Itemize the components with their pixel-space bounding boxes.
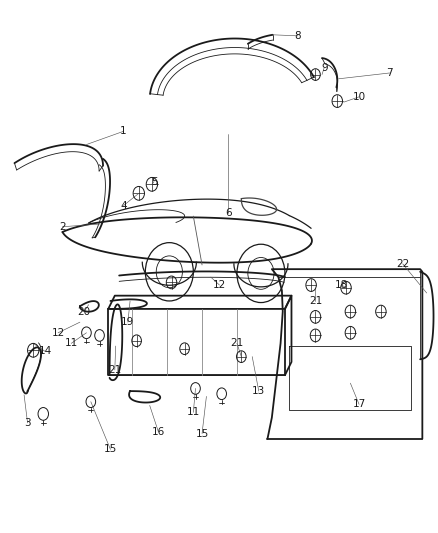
Text: 22: 22 — [395, 259, 408, 269]
Text: 1: 1 — [120, 126, 127, 136]
Text: 11: 11 — [186, 407, 199, 417]
Text: 21: 21 — [108, 365, 121, 375]
Text: 21: 21 — [230, 338, 243, 349]
Text: 10: 10 — [352, 92, 365, 102]
Text: 12: 12 — [51, 328, 64, 338]
Text: 8: 8 — [294, 31, 300, 41]
Text: 15: 15 — [195, 429, 208, 439]
Text: 21: 21 — [308, 296, 321, 306]
Text: 20: 20 — [78, 306, 91, 317]
Text: 13: 13 — [251, 386, 265, 396]
Text: 16: 16 — [152, 427, 165, 437]
Text: 11: 11 — [64, 338, 78, 349]
Text: 18: 18 — [334, 280, 347, 290]
Text: 2: 2 — [59, 222, 66, 232]
Text: 3: 3 — [24, 418, 31, 428]
Text: 19: 19 — [121, 317, 134, 327]
Text: 17: 17 — [352, 399, 365, 409]
Text: 12: 12 — [212, 280, 226, 290]
Text: 7: 7 — [385, 68, 392, 78]
Text: 15: 15 — [103, 445, 117, 455]
Text: 9: 9 — [320, 63, 327, 72]
Text: 5: 5 — [150, 176, 157, 187]
Text: 4: 4 — [120, 200, 127, 211]
Text: 14: 14 — [38, 346, 52, 357]
Text: 6: 6 — [224, 208, 231, 219]
